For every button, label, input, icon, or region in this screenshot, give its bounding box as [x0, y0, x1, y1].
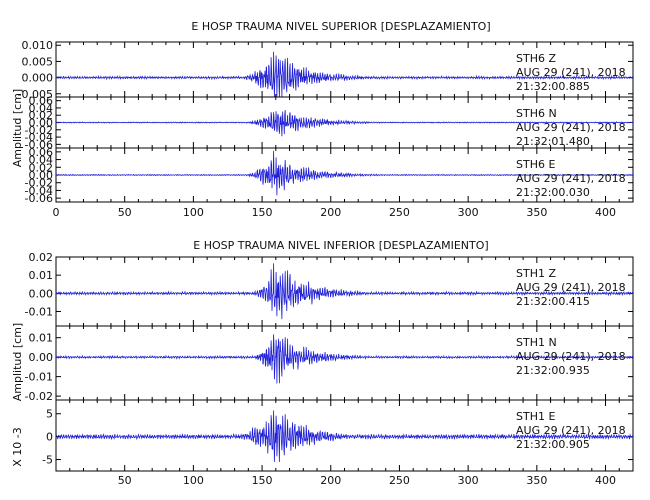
y-tick-label: -0.005 [18, 88, 53, 101]
trace-annotation-name: STH6 Z [516, 52, 556, 65]
x-tick-label: 0 [53, 206, 60, 219]
y-tick-label: -0.06 [25, 138, 53, 151]
x-tick-label: 300 [458, 474, 479, 487]
waveform-trace [55, 109, 634, 137]
y-tick-label: 0 [46, 431, 53, 444]
y-tick-label: 0.06 [29, 146, 54, 159]
y-tick-label: -0.06 [25, 192, 53, 205]
y-tick-label: 0.02 [29, 109, 54, 122]
y-tick-label: -0.04 [25, 184, 53, 197]
y-tick-label: 0.00 [29, 351, 54, 364]
y-tick-label: 0.02 [29, 251, 54, 264]
y-tick-label: 0.01 [29, 332, 54, 345]
y-tick-label: 0.00 [29, 117, 54, 130]
y-tick-label: 0.005 [22, 55, 54, 68]
chart-title-lower: E HOSP TRAUMA NIVEL INFERIOR [DESPLAZAMI… [193, 239, 488, 252]
chart-upper-level: E HOSP TRAUMA NIVEL SUPERIOR [DESPLAZAMI… [11, 20, 634, 219]
panel-sth6-e: 0.060.040.020.00-0.02-0.04-0.06 STH6 EAUG… [25, 146, 634, 205]
y-tick-label: -0.01 [25, 371, 53, 384]
x-tick-label: 350 [526, 206, 547, 219]
trace-annotation-time: 21:32:00.905 [516, 438, 590, 451]
y-tick-label: -0.01 [25, 305, 53, 318]
x-tick-label: 200 [320, 474, 341, 487]
trace-annotation-name: STH1 Z [516, 267, 556, 280]
y-tick-label: 0.000 [22, 72, 54, 85]
trace-annotation-date: AUG 29 (241), 2018 [516, 350, 626, 363]
trace-annotation-date: AUG 29 (241), 2018 [516, 172, 626, 185]
x-tick-label: 150 [252, 474, 273, 487]
x-tick-label: 100 [183, 474, 204, 487]
trace-annotation-date: AUG 29 (241), 2018 [516, 424, 626, 437]
x-tick-label: 150 [252, 206, 273, 219]
y-tick-label: 0.04 [29, 154, 54, 167]
x-tick-label: 200 [320, 206, 341, 219]
trace-annotation-name: STH6 N [516, 107, 557, 120]
trace-annotation-date: AUG 29 (241), 2018 [516, 66, 626, 79]
y-tick-label: -0.02 [25, 390, 53, 403]
y-tick-label: 0.02 [29, 161, 54, 174]
y-tick-label: -0.04 [25, 131, 53, 144]
x-tick-label: 50 [118, 474, 132, 487]
trace-annotation-time: 21:32:01.480 [516, 135, 590, 148]
x-tick-label: 400 [595, 474, 616, 487]
y-tick-label: 0.010 [22, 39, 54, 52]
waveform-trace [55, 334, 634, 384]
y-axis-label-lower: Amplitud [cm] [11, 323, 24, 401]
trace-annotation-date: AUG 29 (241), 2018 [516, 121, 626, 134]
y-axis-scale-label: X 10 -3 [11, 427, 24, 467]
y-tick-label: 0.00 [29, 287, 54, 300]
y-tick-label: 0.01 [29, 269, 54, 282]
x-tick-label: 250 [389, 474, 410, 487]
y-tick-label: -5 [42, 454, 53, 467]
y-axis-label-upper: Amplitud [cm] [11, 89, 24, 167]
panel-sth6-n: 0.060.040.020.00-0.02-0.04-0.06 STH6 NAUG… [25, 95, 634, 151]
x-tick-label: 50 [118, 206, 132, 219]
trace-annotation-name: STH6 E [516, 158, 555, 171]
y-tick-label: -0.02 [25, 177, 53, 190]
trace-annotation-name: STH1 E [516, 410, 555, 423]
waveform-trace [55, 51, 633, 98]
trace-annotation-time: 21:32:00.030 [516, 186, 590, 199]
y-tick-label: 0.06 [29, 95, 54, 108]
trace-annotation-time: 21:32:00.415 [516, 295, 590, 308]
waveform-trace [55, 150, 634, 196]
x-tick-label: 350 [526, 474, 547, 487]
trace-annotation-name: STH1 N [516, 336, 557, 349]
x-tick-label: 250 [389, 206, 410, 219]
chart-lower-level: E HOSP TRAUMA NIVEL INFERIOR [DESPLAZAMI… [11, 239, 634, 487]
x-tick-label: 400 [595, 206, 616, 219]
y-tick-label: 5 [46, 408, 53, 421]
trace-annotation-date: AUG 29 (241), 2018 [516, 281, 626, 294]
chart-title-upper: E HOSP TRAUMA NIVEL SUPERIOR [DESPLAZAMI… [191, 20, 490, 33]
waveform-trace [55, 263, 633, 320]
y-tick-label: -0.02 [25, 124, 53, 137]
y-tick-label: 0.00 [29, 169, 54, 182]
waveform-trace [55, 410, 634, 463]
trace-annotation-time: 21:32:00.935 [516, 364, 590, 377]
y-tick-label: 0.04 [29, 102, 54, 115]
x-tick-label: 300 [458, 206, 479, 219]
x-tick-label: 100 [183, 206, 204, 219]
trace-annotation-time: 21:32:00.885 [516, 80, 590, 93]
